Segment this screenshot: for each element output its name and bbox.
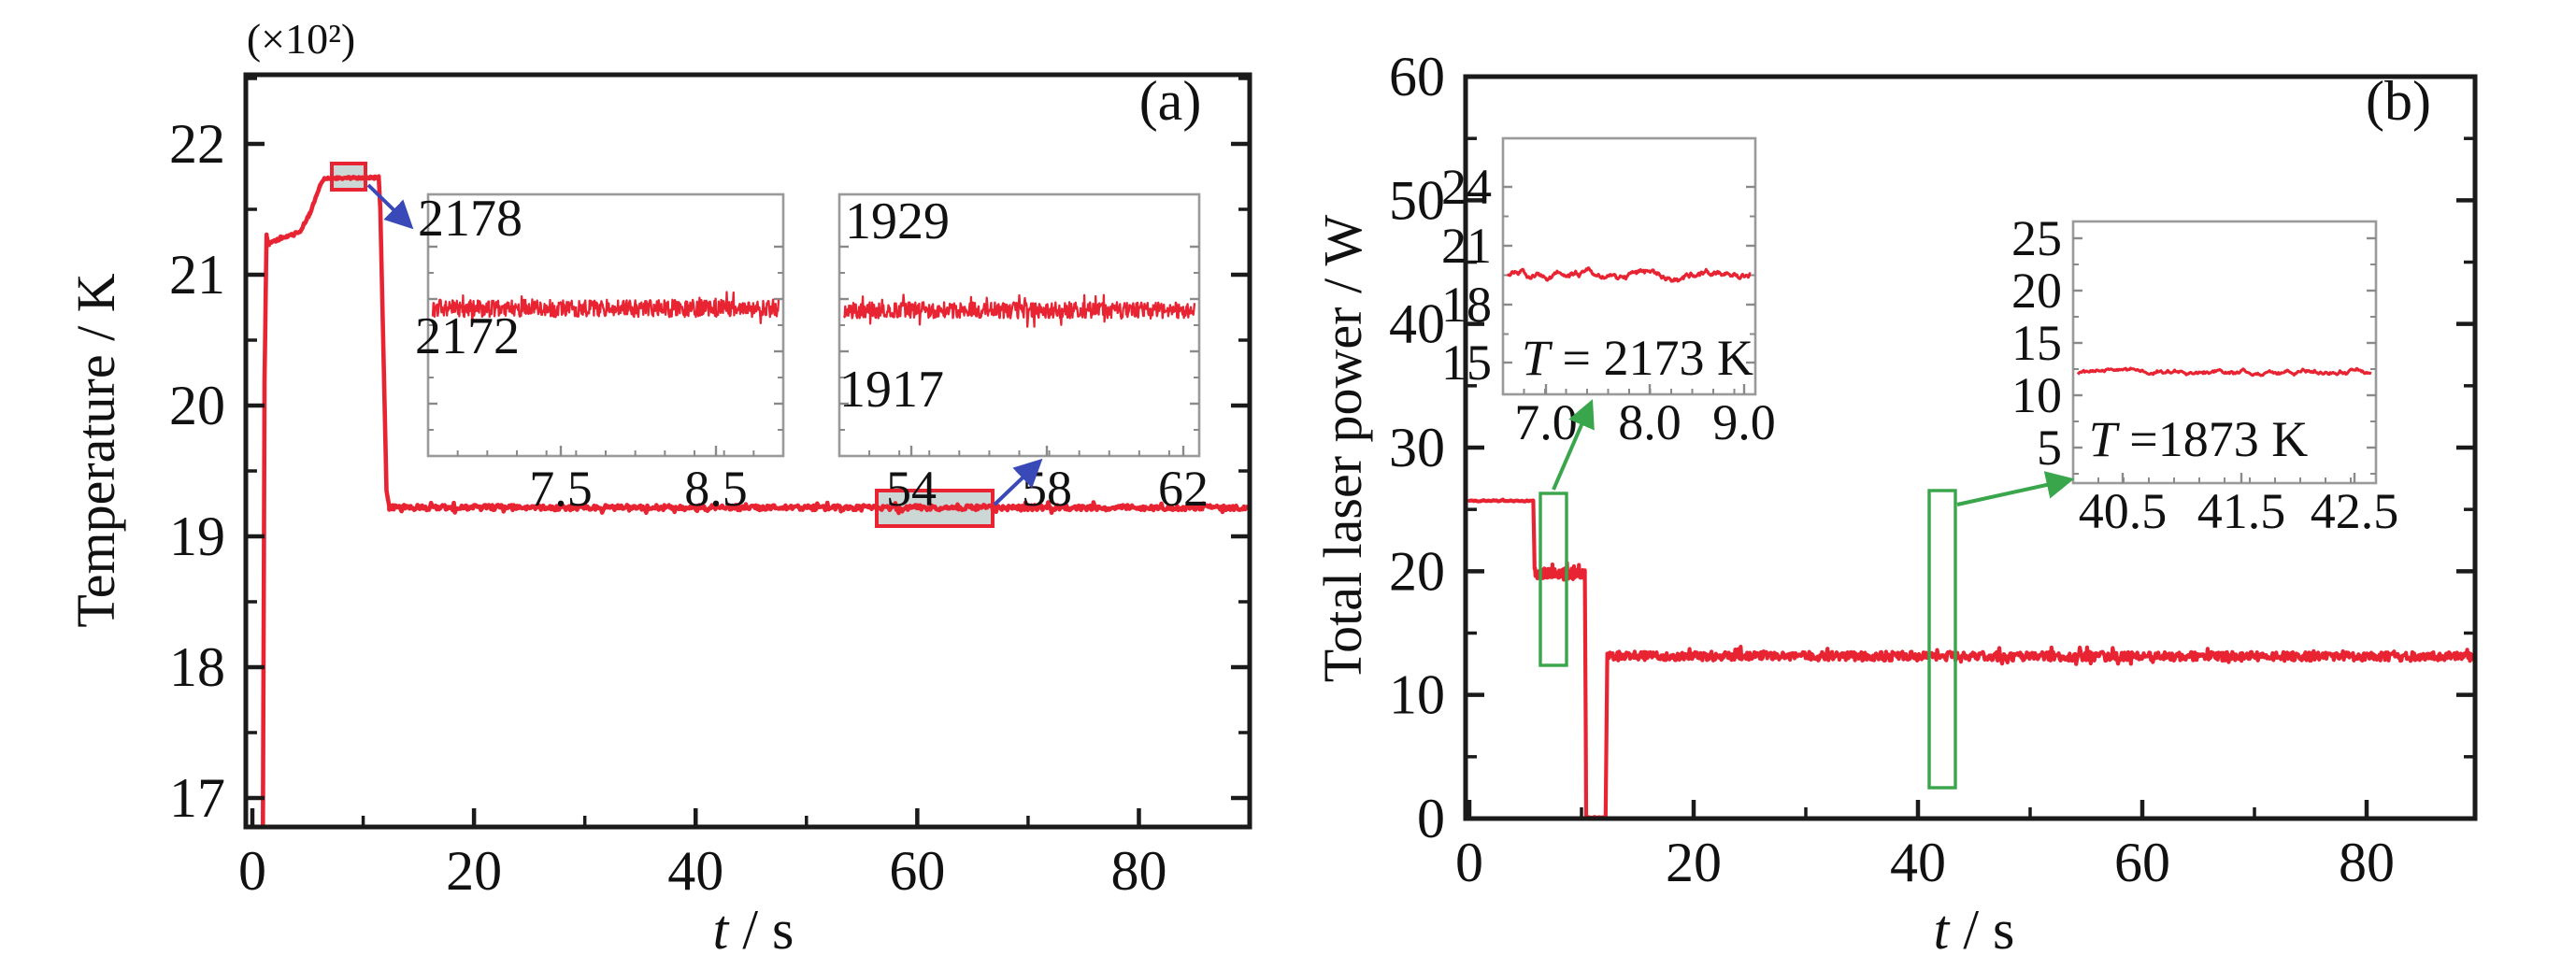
panel-a-inset-2: 54 58 62 [837,192,1209,517]
x-tick-label: 20 [1666,832,1722,893]
panel-b-inset-1-box [1501,136,1757,396]
panel-b-curve [1467,497,2478,820]
inset-b2-annotation-var: T [2088,411,2117,467]
x-tick-label: 80 [2339,832,2395,893]
inset-y-tick-label: 25 [2011,210,2062,266]
panel-a-arrows [366,183,1043,506]
inset-y-tick-label: 24 [1441,159,1492,215]
inset-b2-annotation: T =1873 K [2089,414,2309,464]
inset-y-tick-label: 21 [1441,218,1492,274]
panel-a-inset-2-signal [842,293,1196,328]
panel-b-tag: (b) [2366,70,2431,132]
panel-a-xlabel-unit: / s [728,899,794,961]
inset-y-tick-label: 5 [2037,420,2062,476]
panel-a-scale-note: (×10²) [246,15,356,63]
inset-b1-annotation-var: T [1522,330,1551,386]
panel-b-inset-1-signal [1506,266,1752,283]
y-tick-label: 40 [1389,293,1445,355]
panel-a-inset-1-box [426,192,785,458]
inset-x-tick-label: 62 [1158,461,1209,517]
inset-y-tick-label: 10 [2011,367,2062,423]
zoom-arrow [993,458,1043,506]
panel-b-ylabel: Total laser power / W [1312,214,1373,683]
inset-b1-annotation-rest: = 2173 K [1550,330,1753,386]
inset-x-tick-label: 9.0 [1712,394,1776,450]
panel-a-xlabel: t / s [713,902,794,958]
panel-a-inset-2-box [837,192,1201,458]
y-tick-label: 18 [169,636,225,698]
y-tick-label: 17 [169,767,225,829]
panel-a-xlabel-var: t [712,899,729,961]
y-tick-label: 50 [1389,169,1445,231]
inset-x-tick-label: 54 [886,461,937,517]
inset-x-tick-label: 8.0 [1618,394,1682,450]
inset-a2-ymax-label: 1929 [845,192,950,250]
x-tick-label: 0 [238,840,266,902]
inset-a2-ymin-label: 1917 [839,361,944,419]
panel-a-ylabel: Temperature / K [65,273,126,628]
y-tick-label: 10 [1389,664,1445,726]
inset-x-tick-label: 7.0 [1514,394,1578,450]
x-tick-label: 80 [1110,840,1166,902]
x-tick-label: 40 [1890,832,1946,893]
data-curve [260,174,1252,830]
inset-x-tick-label: 42.5 [2311,483,2399,539]
inset-a1-ymin-label: 2172 [415,307,520,365]
inset-b1-annotation: T = 2173 K [1522,333,1753,383]
x-tick-label: 60 [2114,832,2170,893]
zoom-arrow [1956,471,2075,506]
panel-a-curve [260,174,1252,830]
inset-b2-annotation-rest: =1873 K [2116,411,2309,467]
data-curve [1467,497,2478,820]
panel-b-axes: 0 20 40 60 80 0 10 20 30 40 50 60 [1389,46,2478,893]
panel-a-inset-1: 7.5 8.5 [426,192,785,517]
panel-a-tag: (a) [1138,70,1202,132]
panel-b-xlabel: t / s [1934,902,2015,958]
y-tick-label: 22 [169,113,225,175]
inset-a1-ymax-label: 2178 [418,190,522,248]
highlight-box-2 [1927,489,1957,790]
inset-x-tick-label: 7.5 [529,461,593,517]
panel-b-inset-2-box [2071,220,2378,485]
panel-a-axes: 0 20 40 60 80 17 18 19 20 21 22 [169,72,1252,902]
x-tick-label: 0 [1455,832,1483,893]
inset-y-tick-label: 15 [1441,335,1492,391]
zoom-arrow [366,183,414,230]
panel-a-inset-1-signal [431,291,780,326]
inset-x-tick-label: 40.5 [2079,483,2168,539]
panel-b-highlight-rects [1538,489,1957,790]
inset-x-tick-label: 41.5 [2197,483,2286,539]
inset-y-tick-label: 18 [1441,277,1492,333]
panel-b-xlabel-unit: / s [1949,899,2015,961]
panel-b-xlabel-var: t [1933,899,1950,961]
y-tick-label: 21 [169,244,225,306]
x-tick-label: 20 [446,840,502,902]
highlight-box-1 [1538,492,1568,667]
y-tick-label: 0 [1417,788,1445,849]
y-tick-label: 30 [1389,417,1445,478]
y-tick-label: 19 [169,506,225,567]
x-tick-label: 60 [889,840,945,902]
y-tick-label: 20 [1389,540,1445,602]
zoom-arrow [1552,399,1595,491]
y-tick-label: 20 [169,375,225,436]
panel-b-inset-2-signal [2076,366,2372,378]
inset-x-tick-label: 8.5 [684,461,748,517]
panel-b-arrows [1552,399,2075,506]
inset-y-tick-label: 20 [2011,263,2062,319]
y-tick-label: 60 [1389,46,1445,107]
inset-y-tick-label: 15 [2011,315,2062,371]
x-tick-label: 40 [667,840,723,902]
